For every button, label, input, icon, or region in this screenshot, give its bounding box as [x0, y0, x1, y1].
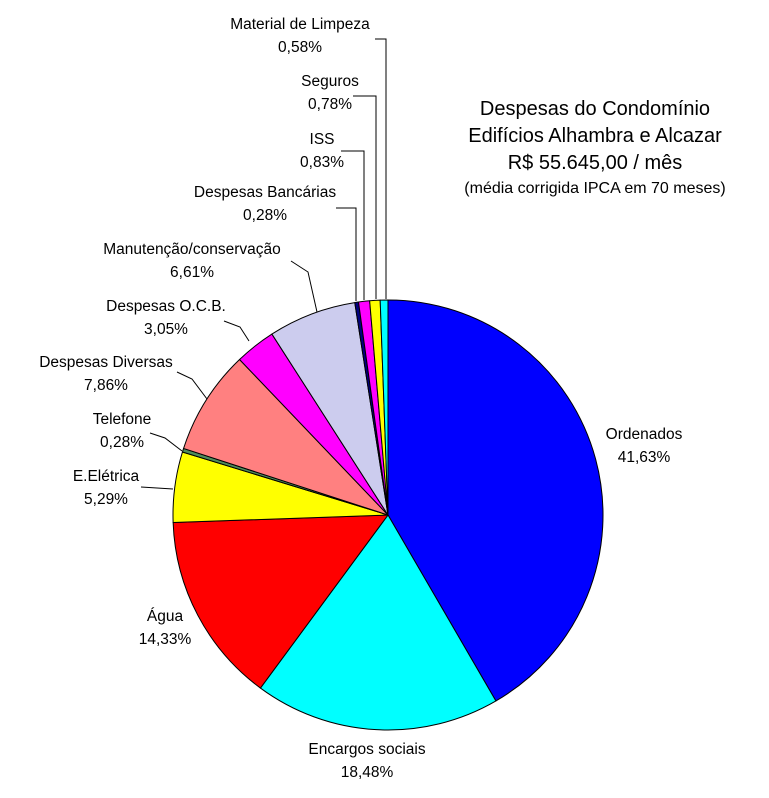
- slice-percent: 14,33%: [138, 631, 192, 648]
- slice-name: Despesas O.C.B.: [106, 298, 226, 315]
- slice-label-seguros: Seguros 0,78%: [301, 70, 359, 116]
- slice-percent: 3,05%: [144, 321, 188, 338]
- slice-label-iss: ISS 0,83%: [300, 128, 344, 174]
- leader-line-manutencao-conservacao: [290, 260, 318, 313]
- leader-line-material-de-limpeza: [375, 38, 387, 299]
- leader-line-despesas-bancarias: [336, 207, 357, 301]
- slice-name: Seguros: [301, 73, 359, 90]
- chart-title-line3: R$ 55.645,00 / mês: [507, 152, 683, 174]
- slice-name: Despesas Diversas: [39, 354, 173, 371]
- slice-percent: 0,78%: [308, 96, 352, 113]
- slice-percent: 18,48%: [340, 764, 394, 781]
- pie-slice-ordenados: [387, 299, 604, 702]
- slice-label-encargos-sociais: Encargos sociais 18,48%: [308, 738, 425, 784]
- slice-name: Material de Limpeza: [230, 16, 370, 33]
- chart-title-line4: (média corrigida IPCA em 70 meses): [464, 180, 726, 197]
- slice-name: Ordenados: [605, 426, 683, 443]
- slice-percent: 5,29%: [84, 491, 128, 508]
- slice-label-despesas-diversas: Despesas Diversas 7,86%: [39, 351, 173, 397]
- leader-line-e-eletrica: [140, 486, 174, 490]
- slice-label-ordenados: Ordenados 41,63%: [606, 423, 683, 469]
- slice-label-despesas-o-c-b: Despesas O.C.B. 3,05%: [106, 295, 226, 341]
- slice-percent: 7,86%: [84, 377, 128, 394]
- leader-line-despesas-diversas: [176, 371, 208, 400]
- chart-title-line2: Edifícios Alhambra e Alcazar: [468, 125, 722, 147]
- slice-percent: 0,28%: [243, 207, 287, 224]
- slice-label-agua: Água 14,33%: [139, 605, 192, 651]
- slice-percent: 41,63%: [617, 449, 671, 466]
- chart-title: Despesas do Condomínio Edifícios Alhambr…: [464, 96, 725, 201]
- slice-name: Despesas Bancárias: [193, 184, 337, 201]
- slice-label-telefone: Telefone 0,28%: [93, 408, 152, 454]
- leader-line-telefone: [149, 432, 183, 452]
- slice-percent: 6,61%: [170, 264, 214, 281]
- pie-slice-agua: [172, 514, 389, 689]
- slice-name: Encargos sociais: [308, 741, 426, 758]
- slice-percent: 0,28%: [100, 434, 144, 451]
- leader-line-despesas-o-c-b: [223, 320, 250, 342]
- leader-line-seguros: [353, 95, 377, 299]
- pie-slice-material-de-limpeza: [379, 299, 389, 516]
- slice-name: ISS: [309, 131, 335, 148]
- leader-line-iss: [341, 150, 365, 300]
- pie-slice-encargos-sociais: [259, 514, 497, 731]
- slice-percent: 0,58%: [278, 39, 322, 56]
- slice-name: Manutenção/conservação: [103, 241, 281, 258]
- slice-name: E.Elétrica: [72, 468, 140, 485]
- slice-label-manutencao-conservacao: Manutenção/conservação 6,61%: [103, 238, 281, 284]
- slice-percent: 0,83%: [300, 154, 344, 171]
- slice-label-e-eletrica: E.Elétrica 5,29%: [73, 465, 139, 511]
- slice-name: Água: [146, 608, 184, 625]
- slice-label-material-de-limpeza: Material de Limpeza 0,58%: [230, 13, 370, 59]
- slice-label-despesas-bancarias: Despesas Bancárias 0,28%: [194, 181, 336, 227]
- pie-slice-despesas-diversas: [183, 358, 389, 516]
- slice-name: Telefone: [92, 411, 152, 428]
- chart-title-line1: Despesas do Condomínio: [479, 98, 711, 120]
